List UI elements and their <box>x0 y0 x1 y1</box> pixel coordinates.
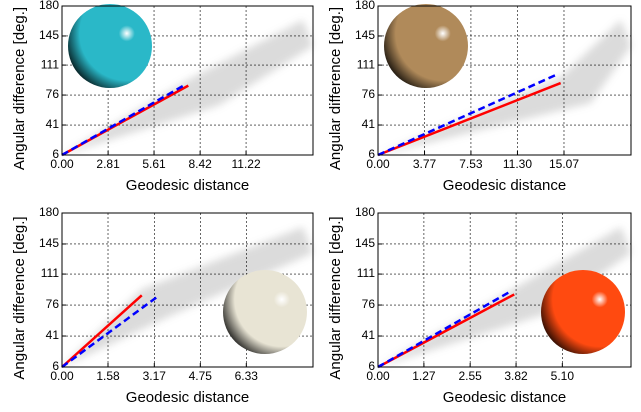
x-axis-label: Geodesic distance <box>126 389 249 406</box>
y-axis-label: Angular difference [deg.] <box>327 7 344 170</box>
x-tick-label: 7.53 <box>459 157 483 171</box>
sphere <box>223 270 307 354</box>
x-tick-label: 3.17 <box>143 369 167 383</box>
y-tick-label: 111 <box>357 57 376 71</box>
x-tick-label: 6.33 <box>235 369 259 383</box>
sphere <box>541 270 625 354</box>
y-tick-label: 111 <box>41 57 60 71</box>
figure: 641761111451800.002.815.618.4211.22Geode… <box>0 0 641 412</box>
x-tick-label: 0.00 <box>366 157 390 171</box>
x-tick-label: 0.00 <box>50 369 74 383</box>
sphere <box>384 4 468 88</box>
y-tick-label: 41 <box>46 117 60 131</box>
x-tick-label: 0.00 <box>366 369 390 383</box>
x-tick-label: 11.22 <box>231 157 260 171</box>
y-tick-label: 145 <box>39 236 59 250</box>
y-tick-label: 111 <box>357 266 376 280</box>
sphere <box>68 4 152 88</box>
x-tick-label: 2.55 <box>458 369 482 383</box>
y-tick-label: 145 <box>355 236 375 250</box>
y-axis-label: Angular difference [deg.] <box>327 216 344 379</box>
x-tick-label: 3.82 <box>504 369 528 383</box>
x-tick-label: 1.27 <box>412 369 436 383</box>
y-tick-label: 180 <box>355 205 375 219</box>
y-tick-label: 76 <box>46 297 60 311</box>
x-tick-label: 0.00 <box>50 157 74 171</box>
x-tick-label: 5.61 <box>142 157 166 171</box>
y-tick-label: 76 <box>46 87 60 101</box>
y-tick-label: 145 <box>39 28 59 42</box>
x-tick-label: 2.81 <box>96 157 120 171</box>
x-tick-label: 1.58 <box>96 369 120 383</box>
y-tick-label: 111 <box>41 266 60 280</box>
x-tick-label: 15.07 <box>549 157 579 171</box>
y-axis-label: Angular difference [deg.] <box>11 7 28 170</box>
y-tick-label: 41 <box>46 328 60 342</box>
y-tick-label: 41 <box>362 117 376 131</box>
x-tick-label: 4.75 <box>189 369 213 383</box>
x-axis-label: Geodesic distance <box>126 177 249 194</box>
y-tick-label: 180 <box>39 205 59 219</box>
y-tick-label: 180 <box>355 0 375 12</box>
x-axis-label: Geodesic distance <box>443 177 566 194</box>
y-tick-label: 41 <box>362 328 376 342</box>
y-tick-label: 145 <box>355 28 375 42</box>
y-tick-label: 180 <box>39 0 59 12</box>
y-tick-label: 76 <box>362 87 376 101</box>
y-tick-label: 76 <box>362 297 376 311</box>
y-axis-label: Angular difference [deg.] <box>11 216 28 379</box>
x-axis-label: Geodesic distance <box>443 389 566 406</box>
x-tick-label: 11.30 <box>503 157 532 171</box>
x-tick-label: 8.42 <box>188 157 212 171</box>
x-tick-label: 5.10 <box>551 369 575 383</box>
x-tick-label: 3.77 <box>413 157 437 171</box>
